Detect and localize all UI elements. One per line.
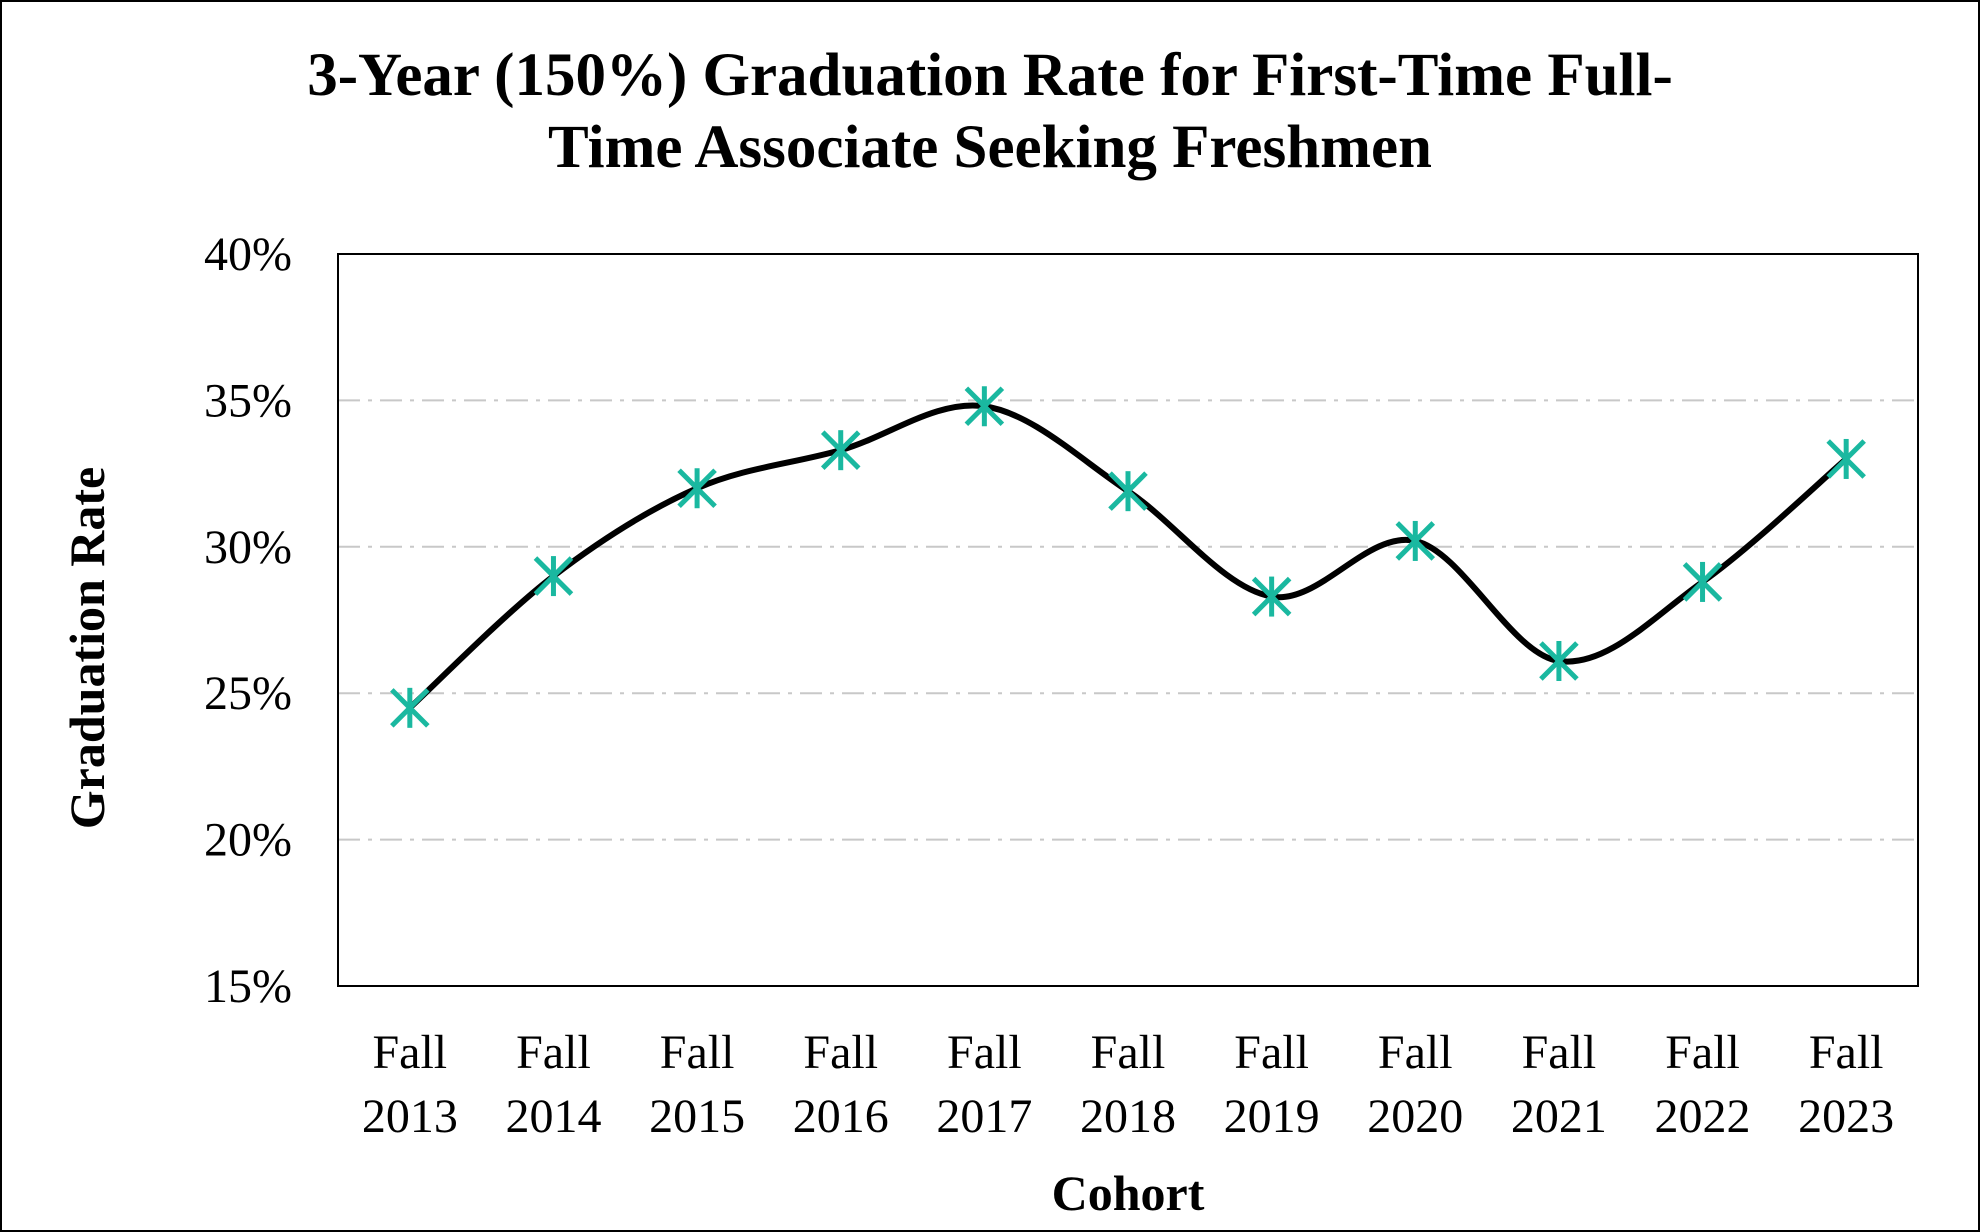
- x-axis-title: Cohort: [1052, 1165, 1205, 1221]
- data-point-marker: [533, 556, 574, 597]
- x-tick-label-line: Fall: [516, 1026, 591, 1079]
- x-tick-label: Fall 2015: [649, 1026, 745, 1143]
- x-axis-ticks: Fall 2013 Fall 2014 Fall 2015 Fall 2016 Fall 2017…: [362, 1026, 1894, 1143]
- gridlines: [338, 399, 1918, 841]
- x-tick-label: Fall 2016: [793, 1026, 889, 1143]
- x-tick-label-line: 2019: [1224, 1090, 1320, 1143]
- x-tick-label-line: 2015: [649, 1090, 745, 1143]
- data-point-marker: [1682, 561, 1723, 602]
- x-tick-label: Fall 2021: [1511, 1026, 1607, 1143]
- markers: [390, 386, 1866, 728]
- x-tick-label-line: 2013: [362, 1090, 458, 1143]
- x-tick-label-line: 2020: [1367, 1090, 1463, 1143]
- x-tick-label-line: Fall: [947, 1026, 1022, 1079]
- x-tick-label-line: 2022: [1655, 1090, 1751, 1143]
- x-tick-label-line: 2021: [1511, 1090, 1607, 1143]
- x-tick-label-line: 2016: [793, 1090, 889, 1143]
- data-point-marker: [964, 386, 1005, 427]
- chart-title: 3-Year (150%) Graduation Rate for First-…: [307, 42, 1673, 181]
- y-tick-label: 25%: [204, 667, 292, 720]
- x-tick-label-line: Fall: [1234, 1026, 1309, 1079]
- y-axis-title: Graduation Rate: [59, 467, 115, 830]
- series-line: [406, 402, 1850, 711]
- x-tick-label-line: Fall: [660, 1026, 735, 1079]
- data-point-marker: [1395, 520, 1436, 561]
- y-axis-ticks: 15% 20% 25% 30% 35% 40%: [204, 228, 292, 1013]
- x-tick-label-line: Fall: [803, 1026, 878, 1079]
- series: [406, 402, 1850, 711]
- x-tick-label: Fall 2013: [362, 1026, 458, 1143]
- x-tick-label: Fall 2019: [1224, 1026, 1320, 1143]
- data-point-marker: [677, 468, 717, 509]
- x-tick-label-line: Fall: [1665, 1026, 1740, 1079]
- x-tick-label: Fall 2018: [1080, 1026, 1176, 1143]
- chart-title-line-1: 3-Year (150%) Graduation Rate for First-…: [307, 42, 1673, 109]
- y-tick-label: 15%: [204, 960, 292, 1013]
- x-tick-label-line: Fall: [1522, 1026, 1597, 1079]
- x-tick-label: Fall 2020: [1367, 1026, 1463, 1143]
- chart-title-line-2: Time Associate Seeking Freshmen: [548, 114, 1432, 181]
- plot-area: [337, 253, 1919, 987]
- x-tick-label-line: Fall: [1091, 1026, 1166, 1079]
- data-point-marker: [1539, 640, 1579, 681]
- x-tick-label-line: 2014: [505, 1090, 601, 1143]
- y-tick-label: 30%: [204, 521, 292, 574]
- y-tick-label: 40%: [204, 228, 292, 281]
- x-tick-label-line: Fall: [1809, 1026, 1884, 1079]
- x-tick-label-line: 2023: [1798, 1090, 1894, 1143]
- x-tick-label: Fall 2017: [936, 1026, 1032, 1143]
- data-point-marker: [1251, 576, 1292, 617]
- x-tick-label: Fall 2022: [1655, 1026, 1751, 1143]
- y-tick-label: 35%: [204, 374, 292, 427]
- x-tick-label: Fall 2014: [505, 1026, 601, 1143]
- data-point-marker: [1108, 471, 1148, 512]
- x-tick-label-line: Fall: [1378, 1026, 1453, 1079]
- x-tick-label-line: Fall: [372, 1026, 447, 1079]
- data-point-marker: [1826, 438, 1866, 479]
- x-tick-label-line: 2017: [936, 1090, 1032, 1143]
- data-point-marker: [390, 687, 430, 728]
- data-point-marker: [820, 430, 861, 471]
- y-tick-label: 20%: [204, 814, 292, 867]
- x-tick-label-line: 2018: [1080, 1090, 1176, 1143]
- x-tick-label: Fall 2023: [1798, 1026, 1894, 1143]
